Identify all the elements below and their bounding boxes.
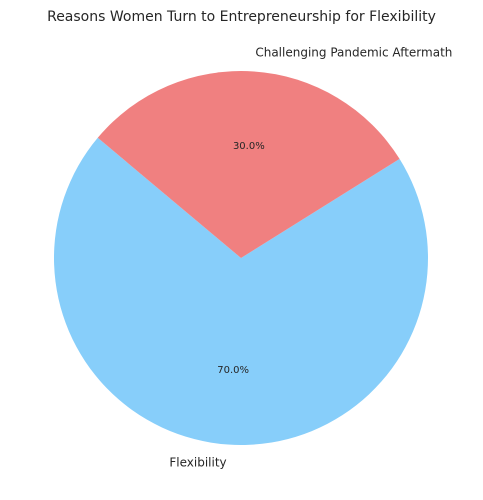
pie-slices: [53, 71, 428, 446]
slice-label-flexibility: Flexibility: [169, 456, 226, 470]
pie-slice-flexibility: [53, 137, 428, 446]
pie-labels: Flexibility 70.0% Challenging Pandemic Aft…: [169, 45, 452, 469]
chart-title: Reasons Women Turn to Entrepreneurship f…: [47, 9, 436, 25]
pct-label-challenging-pandemic-aftermath: 30.0%: [233, 141, 265, 152]
pie-slice-challenging-pandemic-aftermath: [97, 71, 400, 258]
slice-label-challenging-pandemic-aftermath: Challenging Pandemic Aftermath: [255, 45, 452, 59]
pct-label-flexibility: 70.0%: [217, 365, 249, 376]
